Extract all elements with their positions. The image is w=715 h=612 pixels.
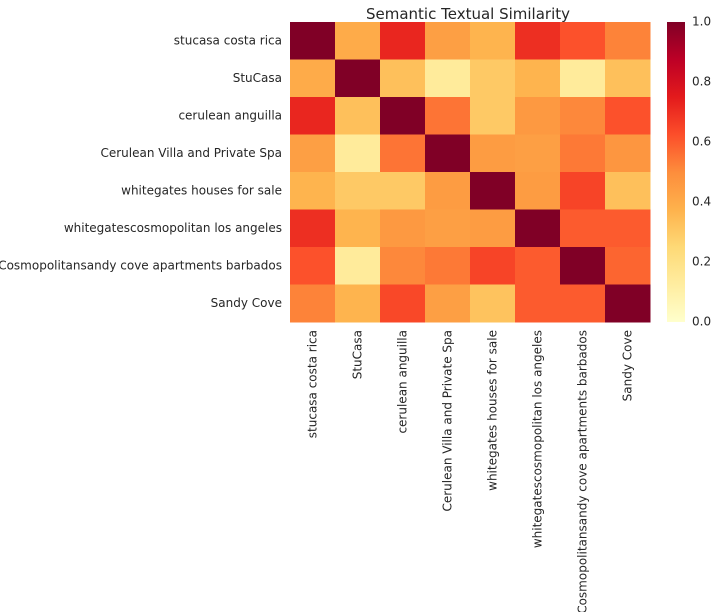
heatmap-cell xyxy=(425,59,471,98)
heatmap-cell xyxy=(470,22,516,60)
colorbar-tick-label: 0.6 xyxy=(692,135,711,149)
y-tick-label: The Cosmopolitansandy cove apartments ba… xyxy=(0,258,282,272)
y-tick-label: StuCasa xyxy=(233,71,282,85)
heatmap-cell xyxy=(335,247,381,285)
heatmap-cell xyxy=(515,134,561,173)
heatmap-cell xyxy=(515,59,561,98)
heatmap-cell xyxy=(425,134,471,173)
heatmap-cell xyxy=(605,22,651,60)
heatmap-cell xyxy=(425,209,471,248)
heatmap-cell xyxy=(605,134,651,173)
colorbar xyxy=(667,22,685,322)
heatmap-cell xyxy=(605,59,651,98)
y-axis-tick-labels: stucasa costa rica StuCasa cerulean anguil… xyxy=(0,33,282,310)
heatmap-cell xyxy=(290,284,336,323)
heatmap-cell xyxy=(290,209,336,248)
heatmap-cell xyxy=(515,97,561,135)
heatmap-cell xyxy=(560,134,606,173)
heatmap-cell xyxy=(380,134,426,173)
heatmap-cell xyxy=(335,22,381,60)
heatmap-cell xyxy=(515,22,561,60)
heatmap-cell xyxy=(560,209,606,248)
colorbar-tick-label: 0.2 xyxy=(692,255,711,269)
heatmap-cell xyxy=(290,97,336,135)
heatmap-cell xyxy=(515,247,561,285)
heatmap-cell xyxy=(380,59,426,98)
heatmap-cell xyxy=(605,284,651,323)
heatmap-cell xyxy=(515,209,561,248)
heatmap-cell xyxy=(605,97,651,135)
heatmap-cell xyxy=(470,97,516,135)
heatmap-cell xyxy=(380,172,426,210)
y-tick-label: whitegates houses for sale xyxy=(121,183,282,197)
x-tick-label: stucasa costa rica xyxy=(306,330,320,438)
heatmap-cell xyxy=(290,22,336,60)
heatmap-cell xyxy=(380,22,426,60)
heatmap-cell xyxy=(560,59,606,98)
heatmap-cell xyxy=(515,284,561,323)
heatmap-cell xyxy=(335,97,381,135)
heatmap-cell xyxy=(425,97,471,135)
heatmap-cells xyxy=(290,22,651,323)
heatmap-cell xyxy=(605,172,651,210)
y-tick-label: Cerulean Villa and Private Spa xyxy=(100,146,282,160)
heatmap-cell xyxy=(335,172,381,210)
x-axis-tick-labels: stucasa costa rica StuCasa cerulean anguil… xyxy=(306,330,635,612)
heatmap-cell xyxy=(380,97,426,135)
y-tick-label: stucasa costa rica xyxy=(174,33,282,47)
chart-title: Semantic Textual Similarity xyxy=(366,5,570,23)
heatmap-cell xyxy=(335,134,381,173)
heatmap-cell xyxy=(335,59,381,98)
x-tick-label: whitegates houses for sale xyxy=(486,330,500,491)
heatmap-cell xyxy=(425,172,471,210)
heatmap-cell xyxy=(470,134,516,173)
heatmap-cell xyxy=(470,284,516,323)
colorbar-tick-label: 0.0 xyxy=(692,315,711,329)
colorbar-tick-label: 1.0 xyxy=(692,15,711,29)
heatmap-cell xyxy=(515,172,561,210)
heatmap-cell xyxy=(470,172,516,210)
heatmap-cell xyxy=(560,172,606,210)
heatmap-cell xyxy=(290,134,336,173)
heatmap-cell xyxy=(560,284,606,323)
heatmap-cell xyxy=(425,247,471,285)
heatmap-cell xyxy=(290,247,336,285)
colorbar-tick-label: 0.8 xyxy=(692,75,711,89)
heatmap-cell xyxy=(290,59,336,98)
heatmap-cell xyxy=(425,284,471,323)
heatmap-cell xyxy=(470,209,516,248)
heatmap-cell xyxy=(380,209,426,248)
colorbar-tick-label: 0.4 xyxy=(692,195,711,209)
heatmap-cell xyxy=(380,247,426,285)
colorbar-tick-labels: 0.0 0.2 0.4 0.6 0.8 1.0 xyxy=(692,15,711,329)
y-tick-label: whitegatescosmopolitan los angeles xyxy=(64,221,282,235)
x-tick-label: Cerulean Villa and Private Spa xyxy=(441,330,455,512)
heatmap-cell xyxy=(470,247,516,285)
heatmap-cell xyxy=(605,209,651,248)
x-tick-label: cerulean anguilla xyxy=(396,330,410,434)
y-tick-label: Sandy Cove xyxy=(211,296,282,310)
heatmap-cell xyxy=(335,284,381,323)
x-tick-label: Sandy Cove xyxy=(621,330,635,401)
heatmap-cell xyxy=(560,97,606,135)
heatmap-cell xyxy=(290,172,336,210)
heatmap-cell xyxy=(335,209,381,248)
x-tick-label: whitegatescosmopolitan los angeles xyxy=(531,330,545,548)
x-tick-label: The Cosmopolitansandy cove apartments ba… xyxy=(576,330,590,612)
heatmap-cell xyxy=(560,22,606,60)
heatmap-cell xyxy=(605,247,651,285)
heatmap-cell xyxy=(560,247,606,285)
y-tick-label: cerulean anguilla xyxy=(178,108,282,122)
heatmap-cell xyxy=(425,22,471,60)
heatmap-cell xyxy=(470,59,516,98)
x-tick-label: StuCasa xyxy=(351,330,365,379)
heatmap-cell xyxy=(380,284,426,323)
